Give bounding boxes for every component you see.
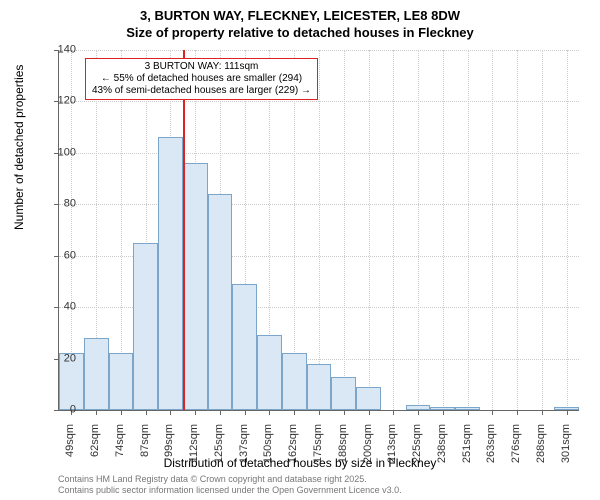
histogram-bar bbox=[356, 387, 381, 410]
footer-line1: Contains HM Land Registry data © Crown c… bbox=[58, 474, 402, 485]
histogram-bar bbox=[430, 407, 455, 410]
ytick-label: 0 bbox=[46, 405, 76, 416]
plot-area: 3 BURTON WAY: 111sqm← 55% of detached ho… bbox=[58, 50, 579, 411]
histogram-bar bbox=[282, 353, 307, 410]
ytick-label: 80 bbox=[46, 199, 76, 210]
ytick-label: 60 bbox=[46, 250, 76, 261]
annotation-line1: 3 BURTON WAY: 111sqm bbox=[92, 61, 311, 73]
histogram-bar bbox=[406, 405, 431, 410]
xtick-mark bbox=[369, 410, 370, 415]
xtick-mark bbox=[195, 410, 196, 415]
ytick-label: 20 bbox=[46, 353, 76, 364]
ytick-label: 140 bbox=[46, 45, 76, 56]
ytick-label: 120 bbox=[46, 96, 76, 107]
xtick-mark bbox=[170, 410, 171, 415]
annotation-line3: 43% of semi-detached houses are larger (… bbox=[92, 85, 311, 97]
gridline-v bbox=[468, 50, 469, 410]
xtick-mark bbox=[96, 410, 97, 415]
xtick-mark bbox=[344, 410, 345, 415]
footer-line2: Contains public sector information licen… bbox=[58, 485, 402, 496]
marker-line bbox=[183, 50, 185, 410]
histogram-bar bbox=[554, 407, 579, 410]
x-axis-label: Distribution of detached houses by size … bbox=[0, 456, 600, 470]
gridline-v bbox=[517, 50, 518, 410]
gridline-v bbox=[418, 50, 419, 410]
xtick-mark bbox=[443, 410, 444, 415]
gridline-v bbox=[542, 50, 543, 410]
xtick-mark bbox=[492, 410, 493, 415]
xtick-mark bbox=[418, 410, 419, 415]
xtick-mark bbox=[220, 410, 221, 415]
histogram-bar bbox=[232, 284, 257, 410]
xtick-mark bbox=[468, 410, 469, 415]
histogram-bar bbox=[307, 364, 332, 410]
gridline-v bbox=[393, 50, 394, 410]
gridline-v bbox=[344, 50, 345, 410]
chart-title-line1: 3, BURTON WAY, FLECKNEY, LEICESTER, LE8 … bbox=[0, 8, 600, 25]
histogram-bar bbox=[133, 243, 158, 410]
histogram-bar bbox=[331, 377, 356, 410]
histogram-bar bbox=[109, 353, 134, 410]
ytick-label: 100 bbox=[46, 147, 76, 158]
gridline-v bbox=[319, 50, 320, 410]
ytick-label: 40 bbox=[46, 302, 76, 313]
histogram-bar bbox=[84, 338, 109, 410]
xtick-mark bbox=[517, 410, 518, 415]
gridline-v bbox=[369, 50, 370, 410]
xtick-mark bbox=[121, 410, 122, 415]
xtick-mark bbox=[245, 410, 246, 415]
xtick-mark bbox=[319, 410, 320, 415]
annotation-line2: ← 55% of detached houses are smaller (29… bbox=[92, 73, 311, 85]
gridline-v bbox=[567, 50, 568, 410]
histogram-bar bbox=[455, 407, 480, 410]
annotation-box: 3 BURTON WAY: 111sqm← 55% of detached ho… bbox=[85, 58, 318, 100]
xtick-mark bbox=[542, 410, 543, 415]
chart-title-line2: Size of property relative to detached ho… bbox=[0, 25, 600, 42]
y-axis-label: Number of detached properties bbox=[12, 65, 26, 230]
histogram-bar bbox=[183, 163, 208, 410]
xtick-mark bbox=[146, 410, 147, 415]
histogram-bar bbox=[257, 335, 282, 410]
histogram-bar bbox=[158, 137, 183, 410]
histogram-bar bbox=[208, 194, 233, 410]
xtick-mark bbox=[393, 410, 394, 415]
xtick-mark bbox=[567, 410, 568, 415]
xtick-mark bbox=[269, 410, 270, 415]
gridline-v bbox=[492, 50, 493, 410]
xtick-mark bbox=[294, 410, 295, 415]
footer-attribution: Contains HM Land Registry data © Crown c… bbox=[58, 474, 402, 496]
gridline-v bbox=[443, 50, 444, 410]
